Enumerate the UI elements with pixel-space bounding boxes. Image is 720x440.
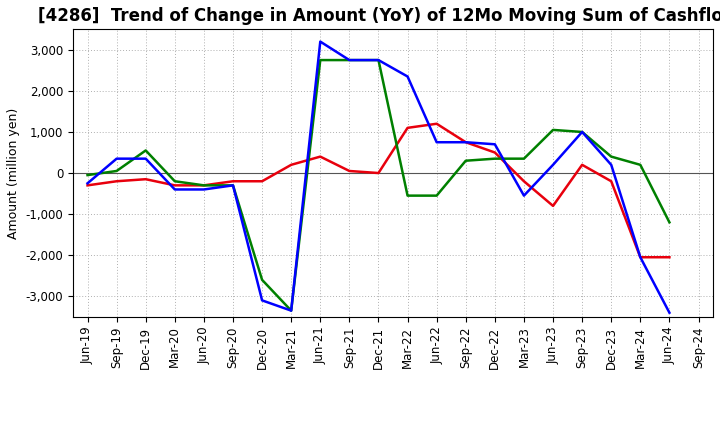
Operating Cashflow xyxy=(403,125,412,131)
Free Cashflow xyxy=(636,255,644,260)
Free Cashflow xyxy=(607,162,616,168)
Operating Cashflow xyxy=(287,162,295,168)
Free Cashflow xyxy=(199,187,208,192)
Free Cashflow xyxy=(374,58,383,63)
Investing Cashflow xyxy=(316,58,325,63)
Investing Cashflow xyxy=(287,308,295,313)
Investing Cashflow xyxy=(520,156,528,161)
Operating Cashflow xyxy=(84,183,92,188)
Free Cashflow xyxy=(549,162,557,168)
Line: Free Cashflow: Free Cashflow xyxy=(88,42,670,313)
Operating Cashflow xyxy=(549,203,557,209)
Investing Cashflow xyxy=(258,277,266,282)
Investing Cashflow xyxy=(229,183,238,188)
Investing Cashflow xyxy=(549,127,557,132)
Investing Cashflow xyxy=(345,58,354,63)
Operating Cashflow xyxy=(374,170,383,176)
Operating Cashflow xyxy=(665,255,674,260)
Free Cashflow xyxy=(345,58,354,63)
Investing Cashflow xyxy=(578,129,587,135)
Operating Cashflow xyxy=(490,150,499,155)
Investing Cashflow xyxy=(403,193,412,198)
Operating Cashflow xyxy=(520,179,528,184)
Investing Cashflow xyxy=(84,172,92,178)
Operating Cashflow xyxy=(171,183,179,188)
Line: Operating Cashflow: Operating Cashflow xyxy=(88,124,670,257)
Free Cashflow xyxy=(578,129,587,135)
Operating Cashflow xyxy=(462,139,470,145)
Free Cashflow xyxy=(84,181,92,186)
Operating Cashflow xyxy=(258,179,266,184)
Investing Cashflow xyxy=(665,220,674,225)
Free Cashflow xyxy=(665,310,674,315)
Free Cashflow xyxy=(432,139,441,145)
Investing Cashflow xyxy=(636,162,644,168)
Operating Cashflow xyxy=(578,162,587,168)
Operating Cashflow xyxy=(345,169,354,174)
Free Cashflow xyxy=(141,156,150,161)
Operating Cashflow xyxy=(112,179,121,184)
Investing Cashflow xyxy=(199,183,208,188)
Operating Cashflow xyxy=(141,176,150,182)
Investing Cashflow xyxy=(171,179,179,184)
Free Cashflow xyxy=(316,39,325,44)
Investing Cashflow xyxy=(432,193,441,198)
Free Cashflow xyxy=(287,308,295,313)
Investing Cashflow xyxy=(112,169,121,174)
Operating Cashflow xyxy=(316,154,325,159)
Investing Cashflow xyxy=(462,158,470,163)
Investing Cashflow xyxy=(607,154,616,159)
Operating Cashflow xyxy=(199,183,208,188)
Free Cashflow xyxy=(403,74,412,79)
Free Cashflow xyxy=(171,187,179,192)
Free Cashflow xyxy=(490,142,499,147)
Free Cashflow xyxy=(229,183,238,188)
Investing Cashflow xyxy=(141,148,150,153)
Free Cashflow xyxy=(112,156,121,161)
Investing Cashflow xyxy=(490,156,499,161)
Operating Cashflow xyxy=(636,255,644,260)
Free Cashflow xyxy=(258,298,266,303)
Free Cashflow xyxy=(462,139,470,145)
Y-axis label: Amount (million yen): Amount (million yen) xyxy=(7,107,20,238)
Free Cashflow xyxy=(520,193,528,198)
Operating Cashflow xyxy=(432,121,441,126)
Title: [4286]  Trend of Change in Amount (YoY) of 12Mo Moving Sum of Cashflows: [4286] Trend of Change in Amount (YoY) o… xyxy=(38,7,720,25)
Operating Cashflow xyxy=(229,179,238,184)
Operating Cashflow xyxy=(607,179,616,184)
Line: Investing Cashflow: Investing Cashflow xyxy=(88,60,670,311)
Investing Cashflow xyxy=(374,58,383,63)
